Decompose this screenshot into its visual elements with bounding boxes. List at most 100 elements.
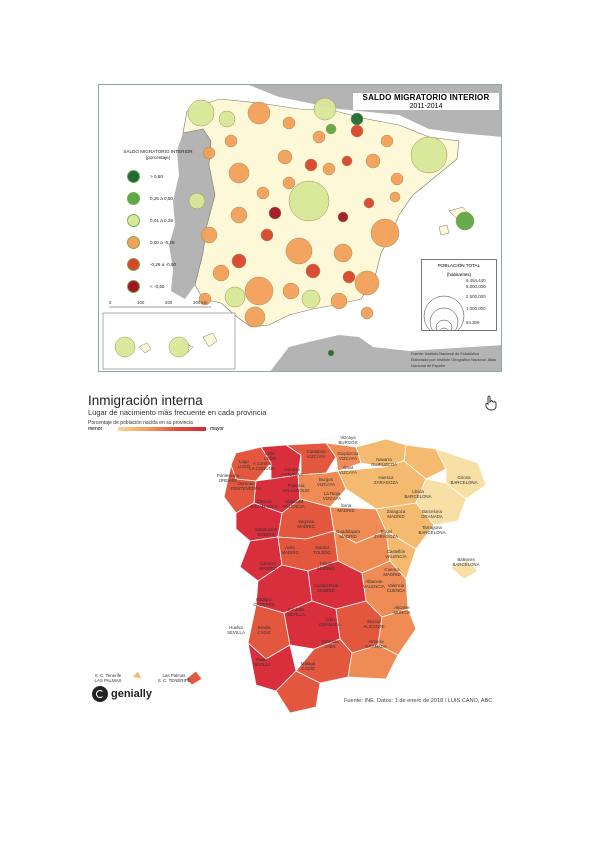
- province-circle: [363, 197, 375, 209]
- birthplace-label: MADRID: [383, 572, 400, 577]
- birthplace-label: BARCELONA: [452, 562, 479, 567]
- scale-100: 100: [137, 300, 145, 305]
- birthplace-label: MADRID: [387, 514, 404, 519]
- province-region[interactable]: [325, 442, 362, 472]
- map2-subtitle: Lugar de nacimiento más frecuente en cad…: [88, 408, 267, 417]
- province-region[interactable]: [275, 670, 321, 714]
- legend-label: 0,00 a -0,25: [150, 240, 175, 245]
- scale-0: 0: [109, 300, 112, 305]
- map1-source-block: Fuente: Instituto Nacional de Estadístic…: [411, 351, 501, 369]
- province-name: Huelva: [229, 625, 243, 630]
- legend-title: SALDO MIGRATORIO INTERIOR: [123, 149, 193, 154]
- legend-dot: [127, 280, 140, 293]
- province-circle: [304, 158, 318, 172]
- genially-logo[interactable]: genially: [92, 686, 152, 702]
- province-name: Burgos: [319, 477, 334, 482]
- province-circle: [325, 123, 337, 135]
- birthplace-label: BURGOS: [338, 440, 357, 445]
- birthplace-label: MADRID: [259, 566, 276, 571]
- province-circle: [244, 306, 266, 328]
- province-name: León: [265, 451, 275, 456]
- birthplace-label: LA CORUÑA: [249, 466, 274, 471]
- province-region[interactable]: [375, 502, 435, 550]
- province-circle: [260, 228, 274, 242]
- legend-menor: menor: [88, 426, 103, 432]
- province-circle: [301, 289, 321, 309]
- birthplace-label: BARCELONA: [450, 480, 477, 485]
- province-name: Asturias: [284, 467, 301, 472]
- birthplace-label: GRANADA: [365, 644, 387, 649]
- pop-circles: 6.454.440 5.000.000 2.500.000 1.000.000 …: [423, 278, 486, 330]
- birthplace-label: PALENCIA: [283, 504, 304, 509]
- legend-dot: [127, 192, 140, 205]
- province-name: Segovia: [298, 519, 314, 524]
- province-name: Soria: [341, 503, 352, 508]
- province-region[interactable]: [347, 644, 399, 680]
- province-circle: [327, 349, 335, 357]
- legend-label: 0,01 a 0,25: [150, 218, 173, 223]
- pop-v3: 2.500.000: [466, 294, 486, 299]
- province-circle: [277, 149, 293, 165]
- genially-map: Inmigración interna Lugar de nacimiento …: [86, 393, 516, 714]
- province-name: Toledo: [320, 561, 333, 566]
- province-circle: [187, 99, 215, 127]
- province-region[interactable]: [377, 608, 417, 656]
- birthplace-label: LEÓN: [264, 456, 276, 461]
- birthplace-label: GRANADA: [421, 514, 443, 519]
- province-circle: [370, 218, 400, 248]
- province-name: Huesca: [379, 475, 394, 480]
- hand-pointer-icon[interactable]: [484, 395, 498, 411]
- province-region[interactable]: [403, 444, 447, 480]
- province-circle: [322, 162, 336, 176]
- province-circle: [341, 155, 353, 167]
- province-name: Teruel: [380, 529, 392, 534]
- province-name: Álava: [343, 465, 355, 470]
- legend-dot: [127, 236, 140, 249]
- birthplace-label: LAS PALMAS: [94, 678, 121, 683]
- birthplace-label: SALAMANCA: [250, 504, 277, 509]
- birthplace-label: PONTEVEDRA: [231, 486, 261, 491]
- province-circle: [288, 180, 330, 222]
- map1-title: SALDO MIGRATORIO INTERIOR: [362, 93, 490, 102]
- province-circle: [256, 186, 270, 200]
- province-name: Madrid: [315, 545, 329, 550]
- province-name: Cádiz: [256, 657, 267, 662]
- portugal-land: [169, 129, 215, 299]
- province-name: Ourense: [238, 481, 255, 486]
- province-name: Vizcaya: [340, 435, 356, 440]
- province-circle: [218, 110, 236, 128]
- province-name: Jaén: [325, 617, 335, 622]
- birthplace-label: MADRID: [281, 550, 298, 555]
- legend-label: > 0,50: [150, 174, 163, 179]
- province-region[interactable]: [185, 670, 203, 686]
- province-name: Zaragoza: [387, 509, 406, 514]
- legend-label: < -0,50: [150, 284, 165, 289]
- province-region[interactable]: [449, 560, 479, 580]
- birthplace-label: VIZCAYA: [339, 456, 357, 461]
- birthplace-label: MADRID: [337, 508, 354, 513]
- pop-v4: 1.000.000: [466, 306, 486, 311]
- province-name: Alicante: [394, 605, 410, 610]
- province-circle: [337, 211, 349, 223]
- province-region[interactable]: [131, 670, 143, 680]
- province-name: Ávila: [285, 545, 295, 550]
- legend-row: 0,26 a 0,50: [113, 192, 203, 205]
- province-circle: [188, 192, 206, 210]
- scale-300: 300 km: [193, 300, 208, 305]
- province-circle: [268, 206, 282, 220]
- province-name: Málaga: [301, 661, 316, 666]
- province-circle: [455, 211, 475, 231]
- province-name: Valladolid: [285, 499, 304, 504]
- province-name: A Coruña: [253, 461, 272, 466]
- province-name: S. C. Tenerife: [95, 673, 122, 678]
- legend-dot: [127, 170, 140, 183]
- province-circle: [224, 134, 238, 148]
- province-name: Ciudad Real: [314, 583, 338, 588]
- africa-land: [270, 335, 501, 371]
- legend-label: -0,26 a -0,50: [150, 262, 177, 267]
- legend-row: < -0,50: [113, 280, 203, 293]
- birthplace-label: ZARAGOZA: [374, 534, 398, 539]
- province-name: Lleida: [412, 489, 424, 494]
- province-name: Albacete: [365, 579, 383, 584]
- province-circle: [330, 292, 348, 310]
